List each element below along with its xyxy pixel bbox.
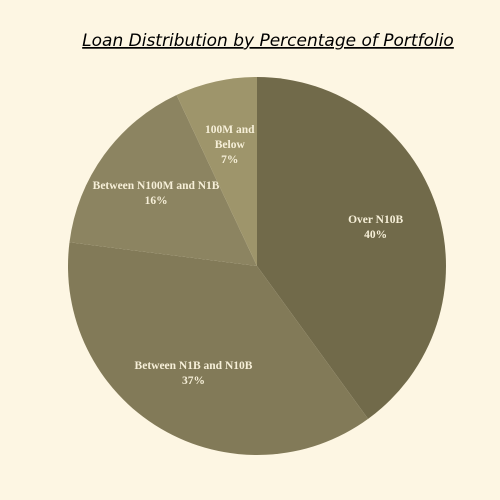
pie-slice <box>68 242 369 455</box>
slice-label: Between N100M and N1B 16% <box>86 169 226 219</box>
slice-label: Between N1B and N10B 37% <box>124 349 264 399</box>
slice-label-box: 100M and Below 7% <box>160 120 300 170</box>
pie-slice <box>257 77 446 419</box>
pie-slice <box>69 94 257 266</box>
value-label: 16% <box>144 194 168 207</box>
category-label: 100M and Below <box>205 123 255 151</box>
slice-label-box: Between N1B and N10B 37% <box>124 349 264 399</box>
value-label: 37% <box>182 375 205 388</box>
value-label: 40% <box>364 229 388 242</box>
pie-slice <box>176 77 257 266</box>
slice-label-box: Between N100M and N1B 16% <box>86 169 226 219</box>
slice-label: 100M and Below 7% <box>160 120 300 170</box>
chart-title: Loan Distribution by Percentage of Portf… <box>82 31 454 51</box>
slice-label-box: Over N10B 40% <box>306 203 446 253</box>
category-label: Over N10B <box>348 214 404 227</box>
category-label: Between N1B and N10B <box>134 360 253 373</box>
slice-label: Over N10B 40% <box>306 203 446 253</box>
category-label: Between N100M and N1B <box>92 179 220 192</box>
value-label: 7% <box>221 153 239 166</box>
